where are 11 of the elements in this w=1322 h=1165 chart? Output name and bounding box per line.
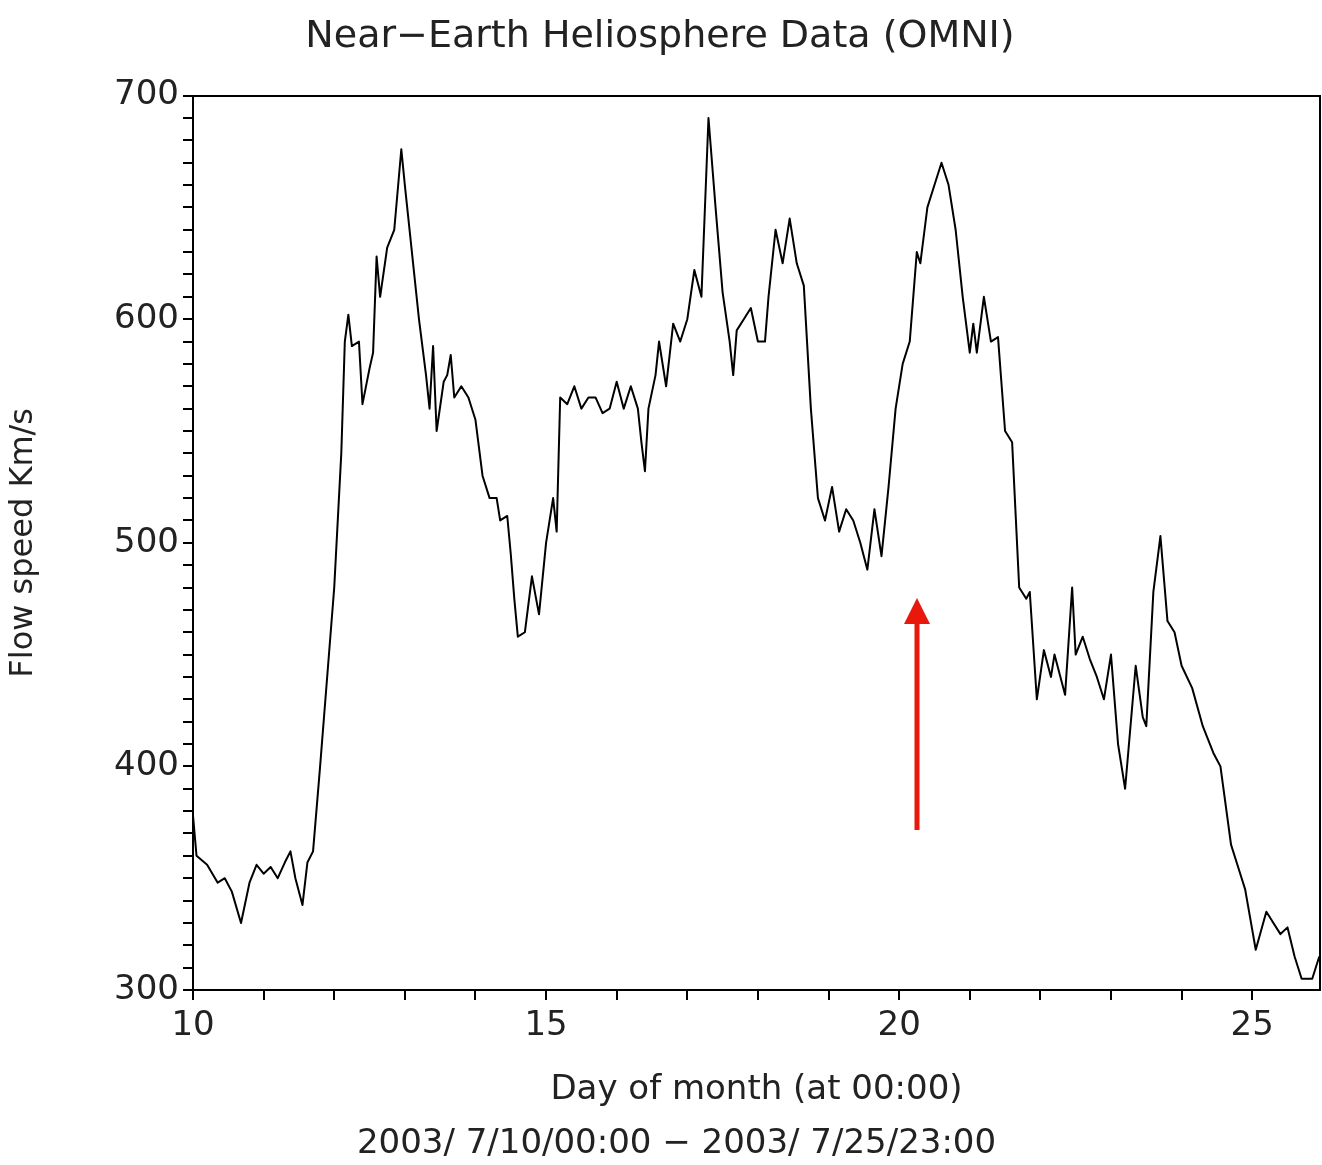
y-axis-title: Flow speed Km/s	[1, 407, 40, 678]
y-tick-label: 700	[114, 72, 179, 113]
x-axis-title: Day of month (at 00:00)	[550, 1067, 963, 1108]
x-tick-label: 15	[524, 1003, 568, 1044]
x-tick-label: 25	[1230, 1003, 1274, 1044]
y-tick-label: 500	[114, 519, 179, 560]
x-tick-label: 20	[877, 1003, 921, 1044]
y-tick-label: 600	[114, 296, 179, 337]
chart-title: Near−Earth Heliosphere Data (OMNI)	[305, 11, 1015, 56]
text: 2003/ 7/10/00:00 − 2003/ 7/25/23:00	[356, 1120, 997, 1161]
y-tick-label: 400	[114, 743, 179, 784]
